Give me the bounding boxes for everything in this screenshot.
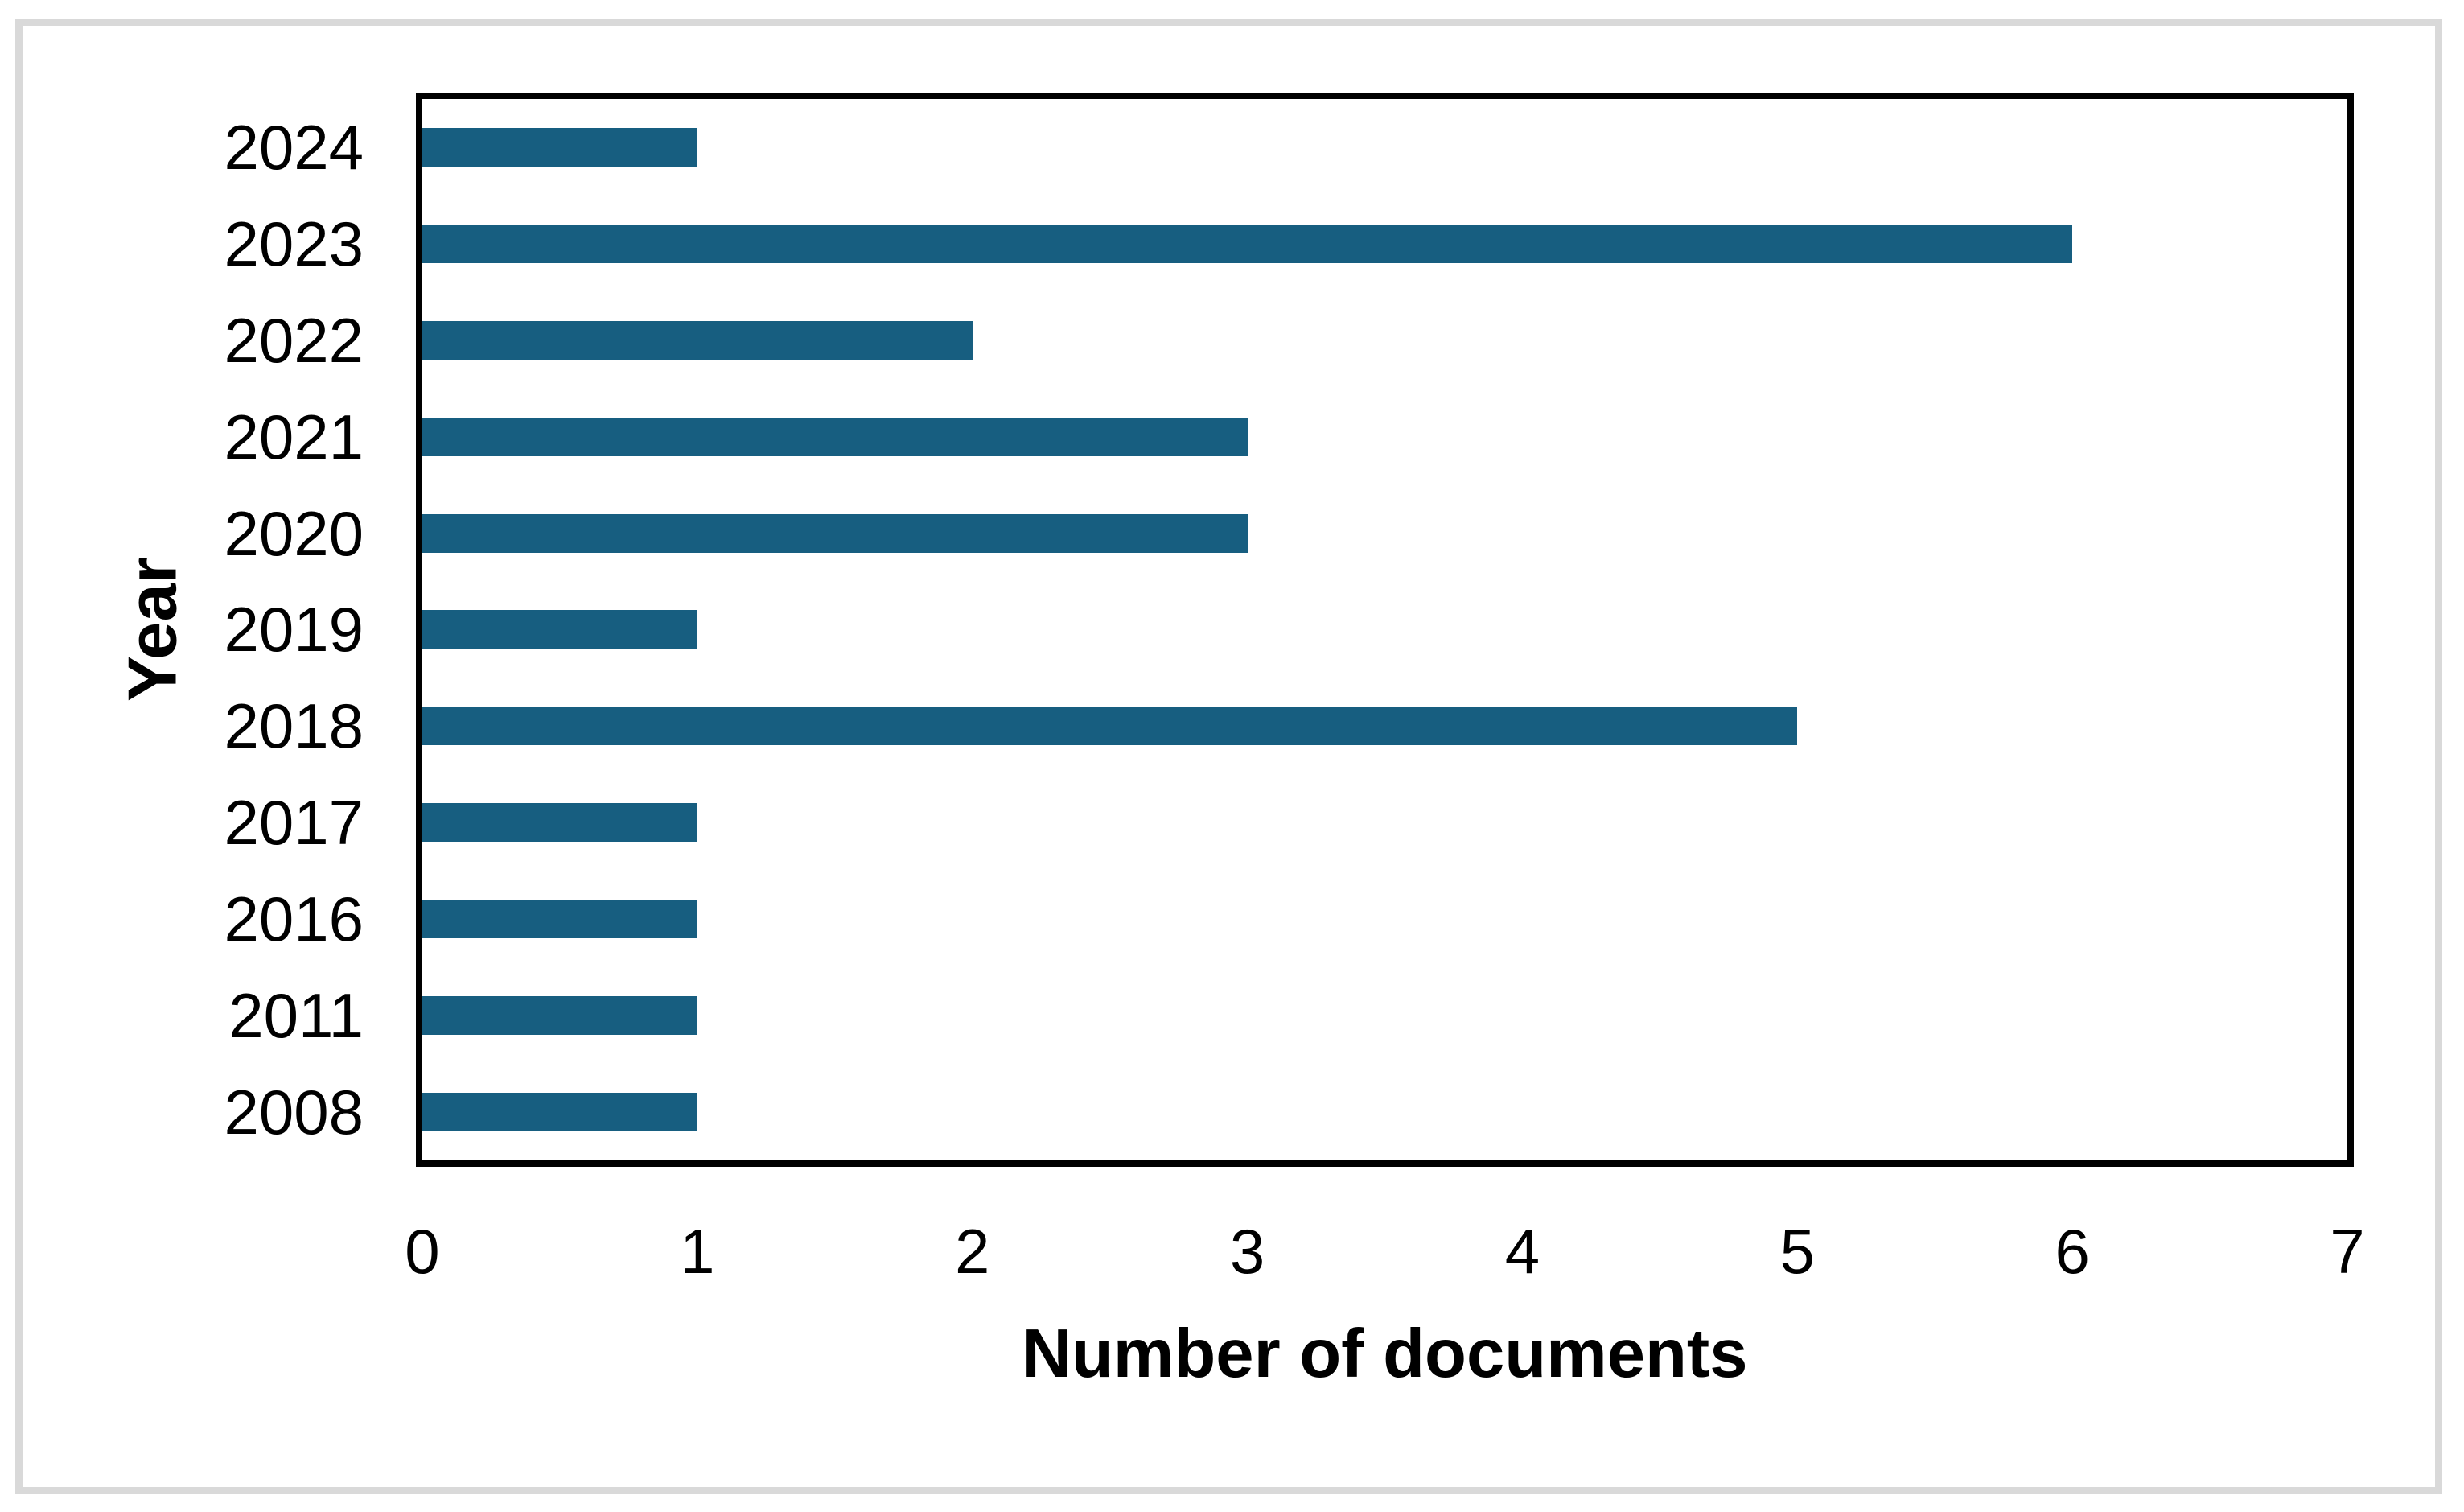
x-axis-ticks: 0 1 2 3 4 5 6 7: [405, 1207, 2364, 1296]
bar-2018: [422, 707, 1798, 746]
bar-2011: [422, 996, 697, 1036]
bar-row-2017: [422, 774, 2347, 871]
bar-2017: [422, 803, 697, 843]
bar-row-2016: [422, 871, 2347, 967]
y-tick-label-2017: 2017: [224, 787, 364, 859]
bar-row-2023: [422, 196, 2347, 292]
y-tick-label-2018: 2018: [224, 690, 364, 762]
bar-2023: [422, 224, 2073, 263]
bar-row-2018: [422, 678, 2347, 774]
bar-2022: [422, 320, 973, 360]
bar-2021: [422, 417, 1248, 456]
x-tick-label-6: 6: [2055, 1216, 2090, 1287]
bar-rows: [422, 99, 2347, 1160]
y-tick-label-2023: 2023: [224, 208, 364, 279]
bar-row-2020: [422, 485, 2347, 582]
y-axis-labels: 2024 2023 2022 2021 2020 2019 2018 2017 2016 2011…: [0, 99, 364, 1160]
x-tick-label-7: 7: [2330, 1216, 2365, 1287]
y-tick-label-2008: 2008: [224, 1077, 364, 1148]
bar-row-2021: [422, 389, 2347, 485]
plot-area: [416, 93, 2354, 1167]
x-tick-label-1: 1: [680, 1216, 715, 1287]
x-axis-title: Number of documents: [1022, 1316, 1748, 1392]
bar-row-2024: [422, 99, 2347, 196]
y-tick-label-2024: 2024: [224, 111, 364, 183]
bar-2020: [422, 513, 1248, 553]
bar-2019: [422, 610, 697, 649]
bar-row-2019: [422, 582, 2347, 678]
bar-2016: [422, 900, 697, 939]
bar-2008: [422, 1093, 697, 1132]
x-tick-label-4: 4: [1504, 1216, 1541, 1287]
bar-2024: [422, 127, 697, 167]
y-tick-label-2016: 2016: [224, 884, 364, 955]
x-tick-label-0: 0: [405, 1216, 440, 1287]
bar-row-2022: [422, 292, 2347, 389]
y-tick-label-2020: 2020: [224, 497, 364, 569]
y-tick-label-2022: 2022: [224, 304, 364, 376]
x-tick-label-2: 2: [955, 1216, 990, 1287]
y-tick-label-2019: 2019: [224, 594, 364, 665]
x-tick-label-3: 3: [1229, 1216, 1265, 1287]
x-tick-label-5: 5: [1779, 1216, 1815, 1287]
y-tick-label-2011: 2011: [228, 980, 364, 1052]
bar-row-2011: [422, 967, 2347, 1064]
bar-row-2008: [422, 1064, 2347, 1160]
y-tick-label-2021: 2021: [224, 401, 364, 472]
